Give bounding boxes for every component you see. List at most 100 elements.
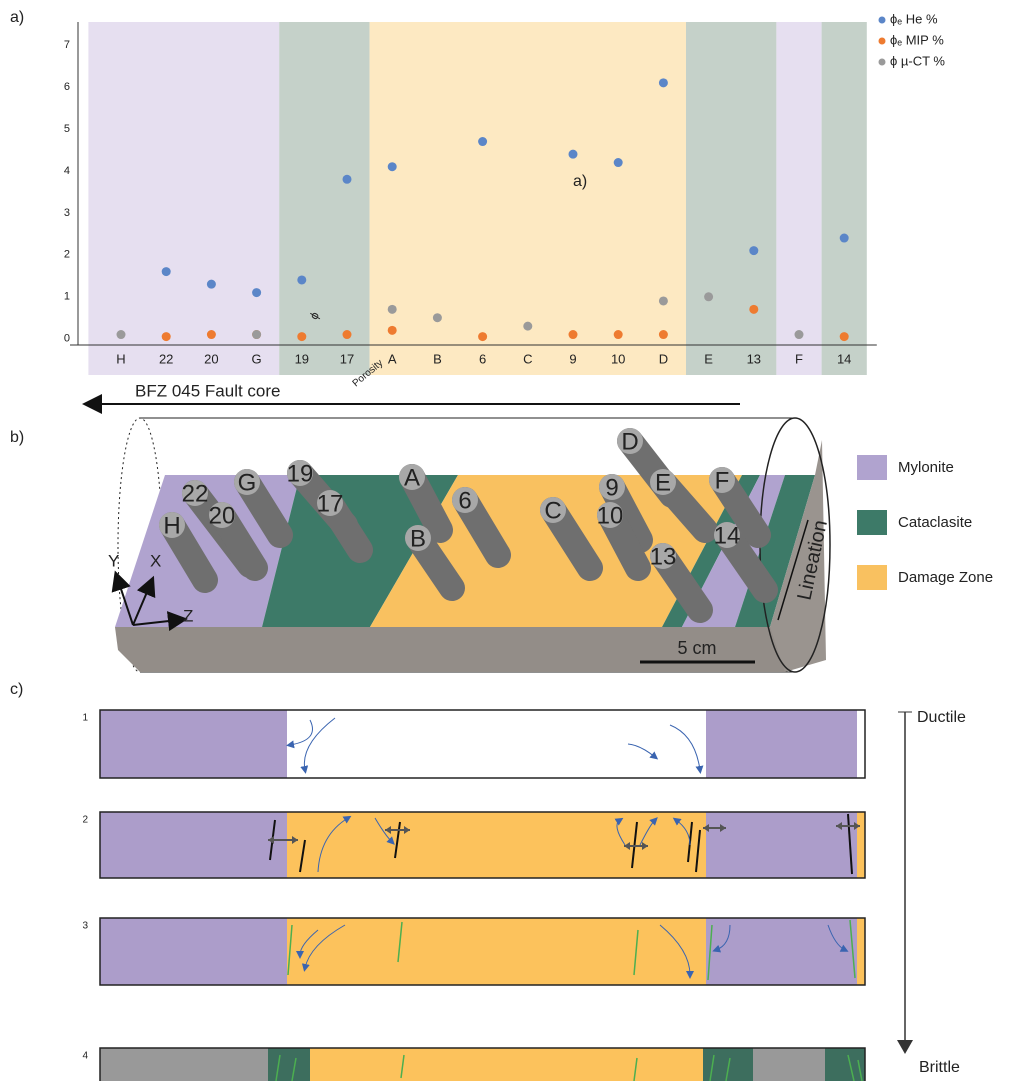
fracture [707,924,713,981]
legend-label: ϕ µ-CT % [890,53,945,68]
zone-segment [857,710,865,778]
point [478,332,488,342]
axis-label: Y [108,551,119,570]
axis-arrow [132,575,156,626]
sample-label: C [544,497,561,524]
y-tick-label: 5 [64,123,70,135]
sample-top [452,487,478,513]
y-tick-label: 2 [64,249,70,261]
point [432,313,442,323]
fluid-arrow [317,815,352,873]
point [161,267,171,277]
sample-label: E [655,469,671,496]
fluid-arrow [286,719,313,749]
fracture [397,921,403,963]
point [297,275,307,285]
arrow-label: BFZ 045 Fault core [135,381,281,400]
fracture [695,829,701,873]
point [658,330,668,340]
point [116,330,126,340]
fluid-arrow [669,724,704,774]
fluid-arrow [296,929,319,959]
sample-label: G [238,469,257,496]
sample-label: B [410,525,426,552]
zone-segment [100,710,287,778]
row-frame [99,709,866,779]
zone-segment [287,710,706,778]
legend-swatch [857,455,887,480]
point [206,330,216,340]
fluid-arrow [301,924,346,972]
zone-segment [706,710,857,778]
row-label: 4 [82,1051,88,1062]
sample-top [650,469,676,495]
trend-top-label: Ductile [917,709,966,726]
extension-head [404,826,410,834]
row-frame [99,917,866,986]
zone-segment [287,918,706,985]
x-tick-label: 19 [295,351,309,366]
point [478,137,488,147]
zone-band [686,22,777,375]
zone-segment [706,918,857,985]
panel-a: 0 1 2 3 4 5 6 7 H 22 20 G 19 17 A B 6 C 9 10 D E 13 F 14 ϕₑ He % ϕ… [64,11,946,389]
zone-segment [857,918,865,985]
extension-head [292,836,298,844]
fluid-arrow [827,924,849,952]
point [297,332,307,342]
sample-label: 22 [182,480,209,507]
fluid-arrow [659,924,694,979]
fracture [709,1054,715,1081]
point [387,304,397,314]
sample-label: D [621,428,638,455]
zone-band [279,22,370,375]
fracture [633,1057,638,1081]
fracture [400,1054,405,1079]
fracture [857,1059,863,1081]
fracture [291,1057,297,1081]
point [206,279,216,289]
x-tick-label: C [523,351,532,366]
x-tick-label: 17 [340,351,354,366]
x-tick-label: 20 [204,351,218,366]
block-legend: Mylonite Cataclasite Damage Zone [857,455,993,590]
y-tick-label: 0 [64,333,70,345]
panel-c: Ductile Brittle 1 2 3 4 [82,709,966,1081]
zone-segment [100,1048,268,1081]
fluid-arrow [672,817,691,846]
sample-label: 20 [209,502,236,529]
x-tick-label: 10 [611,351,625,366]
axis-label: Z [183,606,193,625]
zone-band [821,22,867,375]
legend-marker [878,58,886,66]
zone-segment [857,812,865,878]
fracture [849,919,856,979]
x-tick-label: 22 [159,351,173,366]
point [704,292,714,302]
sample-top [159,512,185,538]
x-tick-label: D [659,351,668,366]
sample-top [709,467,735,493]
y-tick-label: 1 [64,291,70,303]
scale-label: 5 cm [677,638,716,658]
row-frame [99,811,866,879]
fracture [394,821,401,859]
fluid-arrow [374,817,395,845]
sample-label: 10 [597,502,624,529]
fracture [725,1057,731,1081]
point [749,304,759,314]
annotation: a) [573,173,587,190]
legend-label: ϕₑ MIP % [890,32,944,47]
legend-swatch [857,565,887,590]
extension-head [624,842,630,850]
x-tick-label: 6 [479,351,486,366]
slab-front [115,627,785,672]
point [252,288,262,298]
zone-segment [268,1048,310,1081]
sample-label: A [404,464,420,491]
y-tick-label: 7 [64,39,70,51]
lineation-line [777,519,809,621]
extension-head [720,824,726,832]
sample-label: F [715,467,730,494]
extension-head [268,836,274,844]
